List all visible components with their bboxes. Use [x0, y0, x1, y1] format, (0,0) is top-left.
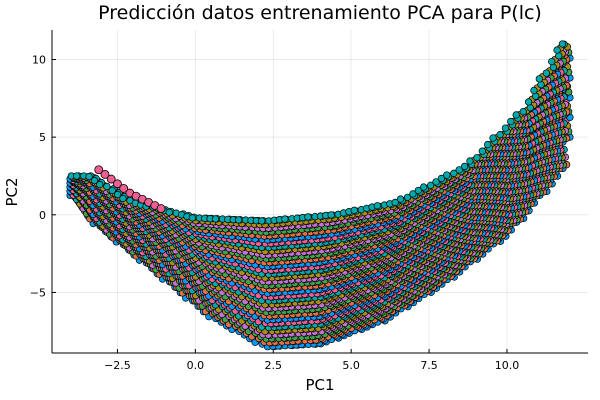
- cloud-point: [119, 194, 127, 203]
- cloud-point: [96, 180, 104, 189]
- cloud-point: [165, 208, 173, 216]
- scatter-point-cloud: [66, 40, 574, 351]
- cloud-point: [73, 172, 81, 180]
- chart-title: Predicción datos entrenamiento PCA para …: [98, 2, 542, 24]
